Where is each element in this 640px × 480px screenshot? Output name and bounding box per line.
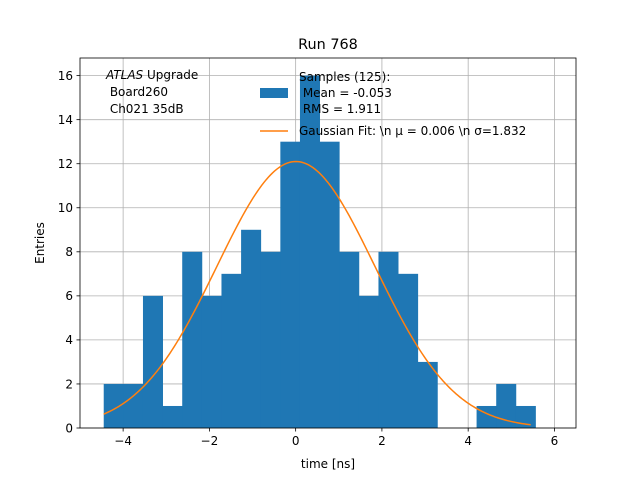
gaussian-fit — [103, 160, 531, 426]
legend: Samples (125): Mean = -0.053 RMS = 1.911… — [260, 70, 526, 138]
histogram-bar — [123, 383, 144, 428]
atlas-annotation: ATLAS Upgrade Board260 Ch021 35dB — [105, 68, 198, 116]
y-tick-label: 10 — [58, 201, 73, 215]
gaussian-fit-line — [103, 160, 531, 426]
y-tick-label: 2 — [65, 377, 73, 391]
histogram-bar — [162, 405, 183, 428]
atlas-label-line1: ATLAS Upgrade — [105, 68, 198, 82]
y-axis-label: Entries — [33, 222, 47, 264]
x-tick-label: 6 — [551, 434, 559, 448]
legend-hist-line1: Samples (125): — [299, 70, 390, 84]
x-axis-label: time [ns] — [301, 457, 355, 471]
y-tick-label: 4 — [65, 333, 73, 347]
histogram-bar — [496, 383, 517, 428]
histogram-bar — [417, 361, 438, 428]
x-tick-label: −2 — [201, 434, 219, 448]
board-label: Board260 — [106, 85, 168, 99]
histogram-bars — [103, 75, 536, 428]
histogram-bar — [221, 273, 242, 428]
y-tick-label: 8 — [65, 245, 73, 259]
legend-hist-line2: Mean = -0.053 — [299, 86, 392, 100]
histogram-bar — [182, 251, 203, 428]
histogram-bar — [339, 251, 360, 428]
histogram-bar — [260, 251, 281, 428]
channel-label: Ch021 35dB — [106, 102, 184, 116]
histogram-bar — [142, 295, 163, 428]
atlas-label: ATLAS — [105, 68, 144, 82]
legend-fit-label: Gaussian Fit: \n μ = 0.006 \n σ=1.832 — [299, 124, 526, 138]
upgrade-label: Upgrade — [143, 68, 198, 82]
y-tick-label: 16 — [58, 69, 73, 83]
y-ticks: 0 2 4 6 8 10 12 14 16 — [58, 69, 80, 435]
y-tick-label: 6 — [65, 289, 73, 303]
histogram-bar — [515, 405, 536, 428]
legend-hist-line3: RMS = 1.911 — [299, 102, 381, 116]
y-tick-label: 0 — [65, 421, 73, 435]
histogram-bar — [201, 295, 222, 428]
x-tick-label: 4 — [464, 434, 472, 448]
x-ticks: −4 −2 0 2 4 6 — [114, 428, 558, 448]
x-tick-label: 0 — [292, 434, 300, 448]
histogram-bar — [241, 229, 262, 428]
y-tick-label: 14 — [58, 113, 73, 127]
histogram-bar — [103, 383, 124, 428]
y-tick-label: 12 — [58, 157, 73, 171]
x-tick-label: 2 — [378, 434, 386, 448]
chart-title: Run 768 — [298, 37, 358, 53]
axes-frame — [79, 57, 577, 429]
x-tick-label: −4 — [114, 434, 132, 448]
histogram-bar — [358, 295, 379, 428]
histogram-bar — [280, 141, 301, 428]
histogram-bar — [378, 251, 399, 428]
histogram-bar — [398, 273, 419, 428]
histogram-bar — [319, 141, 340, 428]
legend-hist-swatch — [260, 88, 288, 98]
